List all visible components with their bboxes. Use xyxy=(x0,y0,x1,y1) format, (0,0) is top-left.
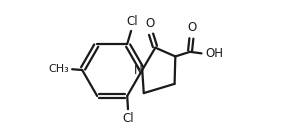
Text: O: O xyxy=(145,17,154,30)
Text: Cl: Cl xyxy=(122,112,134,125)
Text: Cl: Cl xyxy=(127,15,138,28)
Text: O: O xyxy=(187,21,196,34)
Text: N: N xyxy=(134,64,143,76)
Text: CH₃: CH₃ xyxy=(48,64,69,74)
Text: OH: OH xyxy=(205,47,223,60)
